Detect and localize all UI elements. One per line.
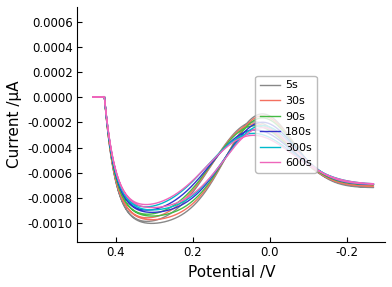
180s	[102, 95, 107, 98]
180s	[91, 95, 95, 99]
30s	[364, 184, 368, 188]
600s	[91, 95, 95, 99]
300s	[91, 95, 95, 99]
180s	[107, 137, 111, 141]
Line: 5s: 5s	[93, 97, 374, 223]
180s	[364, 183, 368, 186]
5s	[349, 185, 354, 188]
5s	[102, 95, 107, 98]
Line: 600s: 600s	[93, 97, 374, 208]
90s	[364, 183, 368, 186]
5s	[91, 95, 95, 99]
90s	[150, 214, 154, 218]
30s	[102, 95, 107, 98]
300s	[119, 187, 124, 191]
Legend: 5s, 30s, 90s, 180s, 300s, 600s: 5s, 30s, 90s, 180s, 300s, 600s	[255, 76, 317, 173]
30s	[149, 218, 154, 222]
30s	[107, 138, 111, 141]
600s	[210, 159, 214, 163]
180s	[349, 181, 354, 185]
300s	[210, 159, 214, 162]
30s	[107, 140, 111, 143]
Y-axis label: Current /μA: Current /μA	[7, 81, 22, 168]
300s	[102, 95, 107, 98]
Line: 90s: 90s	[93, 97, 374, 216]
5s	[364, 186, 368, 189]
90s	[91, 95, 95, 99]
Line: 180s: 180s	[93, 97, 374, 212]
180s	[210, 161, 214, 164]
180s	[91, 95, 95, 99]
X-axis label: Potential /V: Potential /V	[187, 265, 275, 280]
90s	[102, 95, 107, 98]
300s	[364, 182, 368, 186]
180s	[150, 211, 154, 214]
30s	[91, 95, 95, 99]
5s	[107, 139, 111, 142]
600s	[107, 135, 111, 139]
5s	[149, 222, 154, 225]
30s	[349, 183, 354, 187]
5s	[210, 163, 214, 166]
5s	[91, 95, 95, 99]
300s	[150, 208, 154, 212]
90s	[210, 162, 214, 165]
Line: 300s: 300s	[93, 97, 374, 210]
90s	[107, 136, 111, 140]
300s	[349, 181, 354, 184]
90s	[91, 95, 95, 99]
180s	[119, 189, 124, 193]
600s	[119, 185, 124, 189]
600s	[150, 206, 155, 209]
30s	[91, 95, 95, 99]
90s	[349, 182, 354, 185]
600s	[91, 95, 95, 99]
30s	[210, 162, 214, 166]
300s	[107, 136, 111, 139]
300s	[91, 95, 95, 99]
Line: 30s: 30s	[93, 97, 374, 220]
600s	[107, 133, 111, 137]
600s	[364, 182, 368, 186]
30s	[119, 195, 124, 199]
90s	[107, 138, 111, 142]
180s	[107, 135, 111, 139]
5s	[107, 141, 111, 145]
5s	[119, 198, 124, 202]
300s	[107, 134, 111, 137]
90s	[119, 192, 124, 196]
600s	[349, 181, 354, 184]
600s	[102, 95, 107, 98]
